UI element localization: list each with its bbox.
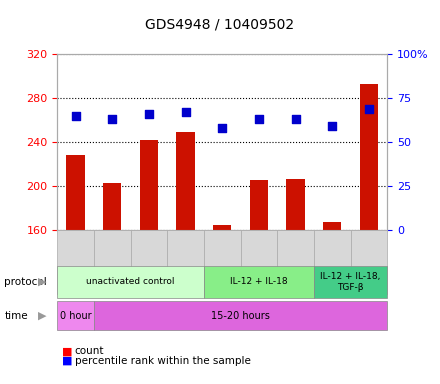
Text: ▶: ▶ <box>38 277 47 287</box>
Bar <box>66 155 85 230</box>
Text: 15-20 hours: 15-20 hours <box>211 311 270 321</box>
Text: 0 hour: 0 hour <box>60 311 92 321</box>
Text: percentile rank within the sample: percentile rank within the sample <box>75 356 251 366</box>
Bar <box>250 180 268 230</box>
Bar <box>103 183 121 230</box>
Point <box>292 116 299 122</box>
Point <box>255 116 262 122</box>
Text: IL-12 + IL-18: IL-12 + IL-18 <box>230 277 288 286</box>
Text: ■: ■ <box>62 356 72 366</box>
Bar <box>213 225 231 230</box>
Text: ■: ■ <box>62 346 72 356</box>
Bar <box>323 222 341 230</box>
Bar <box>140 140 158 230</box>
Point <box>182 109 189 115</box>
Point <box>72 113 79 119</box>
Text: IL-12 + IL-18,
TGF-β: IL-12 + IL-18, TGF-β <box>320 272 381 291</box>
Point <box>365 106 372 112</box>
Text: time: time <box>4 311 28 321</box>
Text: GDS4948 / 10409502: GDS4948 / 10409502 <box>146 17 294 31</box>
Point <box>329 123 336 129</box>
Text: unactivated control: unactivated control <box>86 277 175 286</box>
Point <box>219 125 226 131</box>
Bar <box>360 84 378 230</box>
Text: count: count <box>75 346 104 356</box>
Text: ▶: ▶ <box>38 311 47 321</box>
Bar <box>176 132 195 230</box>
Point <box>109 116 116 122</box>
Bar <box>286 179 305 230</box>
Text: protocol: protocol <box>4 277 47 287</box>
Point <box>145 111 152 117</box>
